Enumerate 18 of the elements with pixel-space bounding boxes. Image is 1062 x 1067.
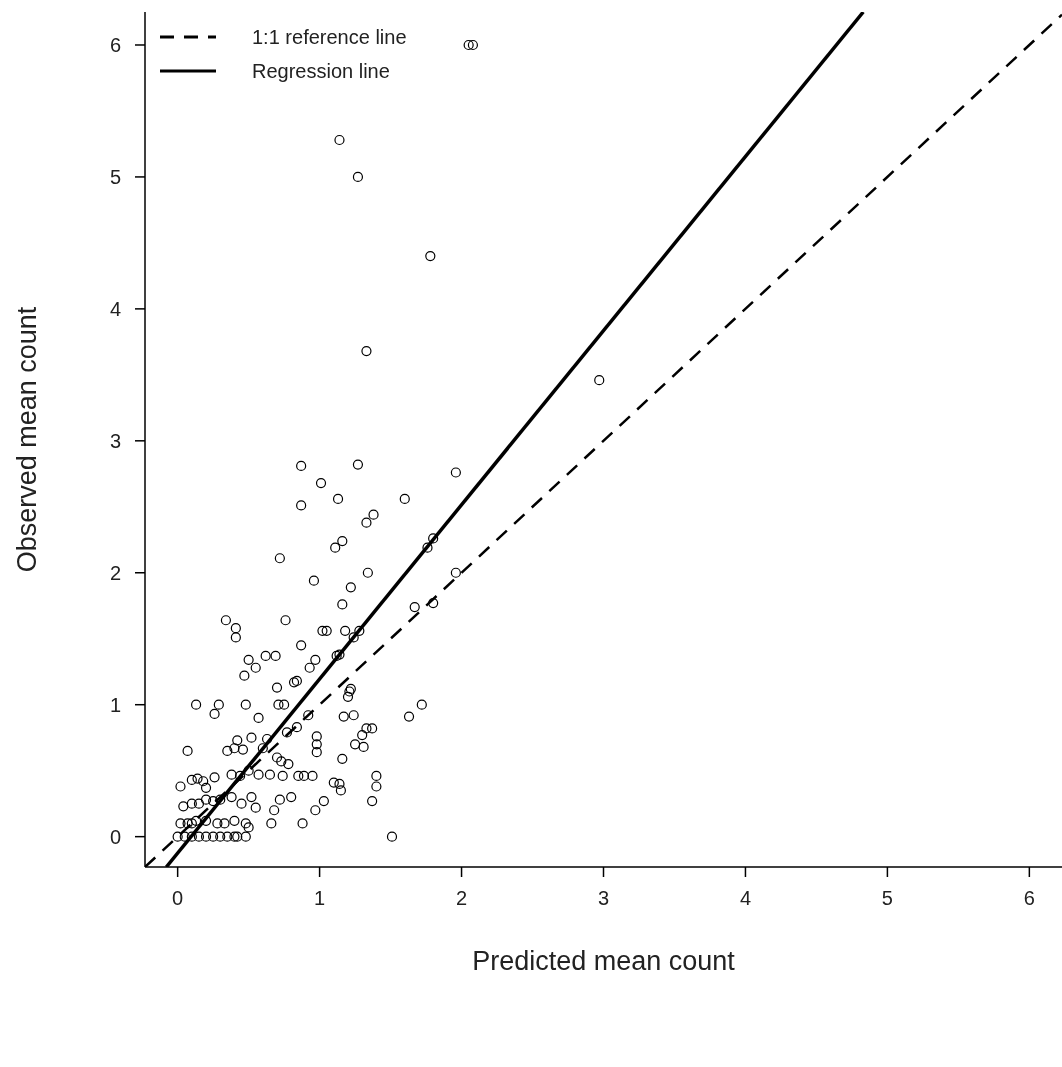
legend-label: Regression line	[252, 59, 390, 83]
y-tick-label: 4	[109, 297, 121, 320]
x-tick-label: 0	[172, 887, 184, 910]
x-tick-label: 5	[881, 887, 893, 910]
y-tick-label: 5	[109, 166, 121, 189]
y-tick-label: 1	[109, 693, 121, 716]
x-tick-label: 2	[455, 887, 468, 910]
y-axis-title: Observed mean count	[11, 306, 42, 573]
y-tick-label: 6	[109, 34, 121, 57]
legend-label: 1:1 reference line	[252, 25, 407, 49]
x-axis-title: Predicted mean count	[472, 946, 736, 976]
x-tick-label: 3	[597, 887, 610, 910]
y-tick-label: 0	[109, 825, 121, 848]
y-tick-label: 3	[109, 429, 121, 452]
x-tick-label: 4	[739, 887, 752, 910]
y-tick-label: 2	[109, 561, 121, 584]
x-tick-label: 1	[314, 887, 326, 910]
x-tick-label: 6	[1023, 887, 1035, 910]
